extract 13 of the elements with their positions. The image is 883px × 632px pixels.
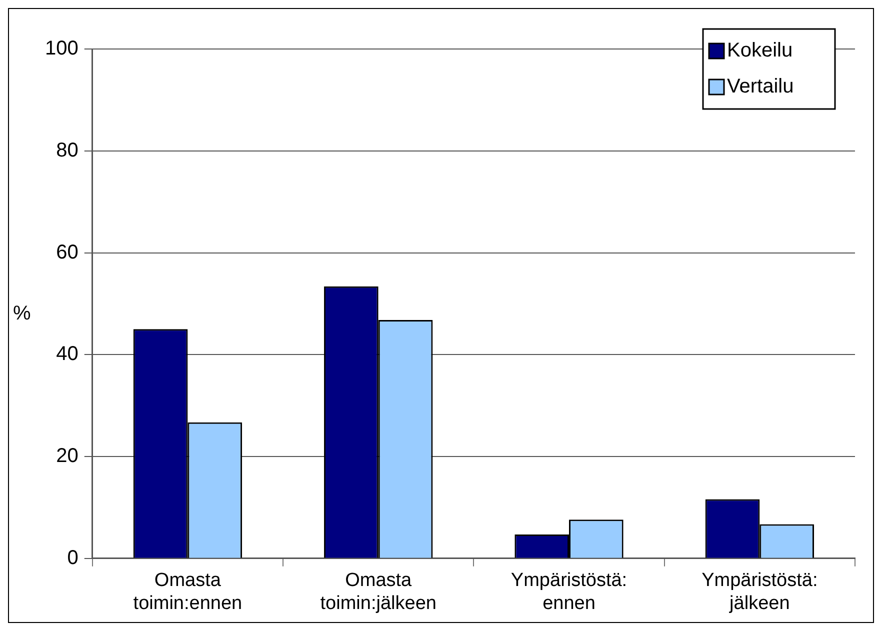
y-tick-label: 20 <box>56 445 78 468</box>
y-tick-label: 100 <box>44 38 78 60</box>
x-tick-label: Omasta toimin:jälkeen <box>320 570 436 614</box>
y-axis-title: % <box>13 302 31 324</box>
legend-label: Kokeilu <box>727 40 793 62</box>
x-tick-label: Ympäristöstä: jälkeen <box>702 570 818 614</box>
legend-label: Vertailu <box>727 76 794 98</box>
y-tick-label: 0 <box>67 546 78 569</box>
x-tick-label: Omasta toimin:ennen <box>133 570 242 614</box>
x-tick-label: Ympäristöstä: ennen <box>510 570 628 614</box>
y-tick-label: 60 <box>56 241 78 264</box>
y-tick-label: 40 <box>56 343 78 366</box>
y-tick-label: 80 <box>56 139 78 162</box>
